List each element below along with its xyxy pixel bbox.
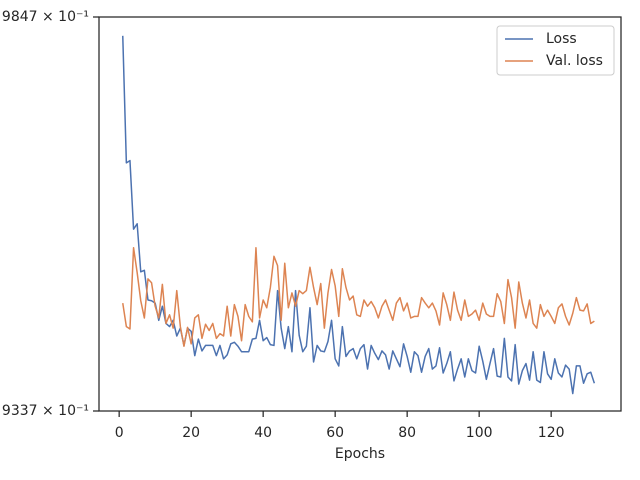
x-tick-label: 20 (182, 425, 200, 441)
y-tick-label: 9847 × 10⁻¹ (2, 9, 89, 25)
y-tick-label: 9337 × 10⁻¹ (2, 403, 89, 419)
x-tick-label: 80 (398, 425, 416, 441)
axes-frame (98, 16, 622, 412)
x-tick-label: 100 (466, 425, 493, 441)
x-tick-label: 120 (538, 425, 565, 441)
x-tick-label: 0 (115, 425, 124, 441)
series-line (122, 35, 596, 395)
x-axis-label: Epochs (335, 446, 385, 462)
legend-label: Val. loss (546, 53, 603, 69)
series-line (122, 247, 595, 347)
x-tick-label: 60 (326, 425, 344, 441)
legend-label: Loss (546, 31, 577, 47)
x-tick-label: 40 (254, 425, 272, 441)
